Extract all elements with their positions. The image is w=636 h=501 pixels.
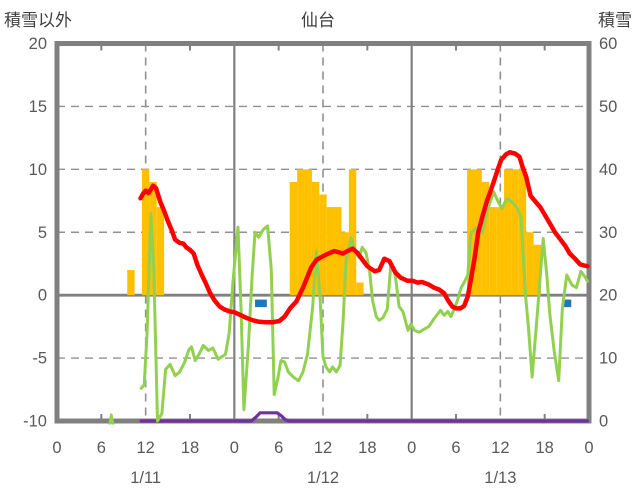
line-series (108, 150, 590, 425)
hour-tick: 18 (535, 439, 553, 457)
hour-tick: 12 (491, 439, 509, 457)
precip-bars (489, 207, 497, 296)
precip-bars (127, 270, 135, 296)
red-line (138, 150, 590, 325)
hour-tick: 6 (97, 439, 106, 457)
blue-mark (563, 299, 572, 308)
left-axis-tick: 10 (29, 161, 47, 179)
left-axis-tick: -5 (32, 350, 47, 368)
left-axis-tick: 20 (29, 35, 47, 53)
date-label: 1/11 (130, 469, 161, 487)
right-axis-tick: 30 (599, 224, 617, 242)
precip-bars (156, 207, 165, 296)
precip-bars (141, 169, 150, 296)
left-axis-tick: 0 (38, 287, 47, 305)
right-axis-title: 積雪 (598, 11, 632, 30)
precip-bars (319, 194, 327, 296)
precip-bars (297, 169, 305, 296)
precip-bars (304, 169, 312, 296)
hour-tick: 18 (181, 439, 199, 457)
precip-bars (533, 244, 541, 296)
green-line (139, 190, 589, 423)
precip-bars (496, 207, 505, 296)
precip-bars (481, 181, 490, 296)
right-axis-tick: 40 (599, 161, 617, 179)
purple-line (139, 411, 590, 423)
left-axis-title: 積雪以外 (4, 11, 72, 30)
markers (255, 299, 572, 308)
left-axis-tick: -10 (23, 413, 47, 431)
hour-tick: 0 (230, 439, 239, 457)
precip-bars (511, 169, 519, 296)
precip-bars (356, 282, 364, 296)
station-title: 仙台 (301, 11, 335, 30)
title-bar: 積雪以外 仙台 積雪 (0, 4, 636, 30)
precip-bars (526, 232, 534, 296)
right-axis-tick: 10 (599, 350, 617, 368)
date-label: 1/13 (484, 469, 516, 487)
hour-tick: 0 (584, 439, 593, 457)
blue-mark (255, 299, 267, 308)
hour-tick: 0 (52, 439, 61, 457)
hour-tick: 6 (451, 439, 460, 457)
hour-tick: 12 (314, 439, 332, 457)
date-label: 1/12 (307, 469, 339, 487)
right-axis-tick: 50 (599, 98, 617, 116)
green-blip (108, 413, 115, 425)
precip-bars (311, 181, 320, 296)
precip-bars (504, 169, 512, 296)
precip-bars (289, 181, 298, 296)
right-axis-tick: 60 (599, 35, 617, 53)
hour-tick: 18 (358, 439, 376, 457)
right-axis-tick: 20 (599, 287, 617, 305)
hour-tick: 6 (274, 439, 283, 457)
left-axis-tick: 15 (29, 98, 47, 116)
right-axis-tick: 0 (599, 413, 608, 431)
left-axis-tick: 5 (38, 224, 47, 242)
hour-tick: 0 (407, 439, 416, 457)
precip-bars (348, 169, 357, 296)
hour-tick: 12 (136, 439, 154, 457)
